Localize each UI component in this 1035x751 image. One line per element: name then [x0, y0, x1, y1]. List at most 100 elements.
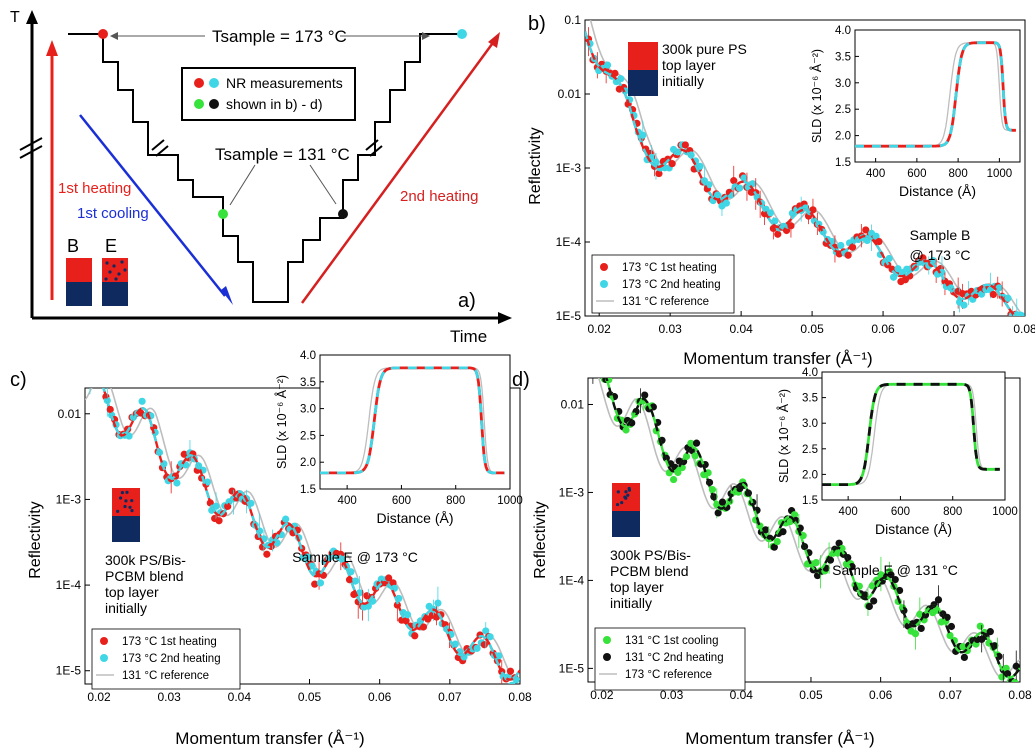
inset-x-label: Distance (Å): [899, 183, 976, 199]
y-tick-label: 0.01: [558, 87, 582, 101]
inset-x-tick-label: 800: [949, 168, 968, 180]
schematic-text: initially: [662, 73, 704, 89]
schematic-dot: [615, 502, 620, 507]
data-point-173-c-2nd-heating: [86, 380, 93, 387]
data-point-173-c-2nd-heating: [316, 579, 325, 587]
tsample-high-label: Tsample = 173 °C: [212, 27, 347, 46]
y-tick-label: 1E-5: [559, 661, 585, 675]
data-point-173-c-1st-heating: [263, 550, 271, 558]
x-tick-label: 0.02: [590, 688, 614, 702]
data-point-131-c-1st-cooling: [691, 452, 699, 460]
data-point-131-c-1st-cooling: [812, 559, 820, 567]
legend-box: [594, 627, 746, 691]
legend-dot-cyan: [209, 78, 219, 88]
y-tick-label: 1E-5: [556, 309, 582, 323]
chart-panel-3: 0.02 0.03 0.04 0.05 0.06 0.07 0.08 1E-5 1E-4 1E-3…: [512, 356, 1032, 748]
data-point-173-c-2nd-heating: [125, 432, 133, 440]
legend-line2: shown in b) - d): [226, 96, 322, 112]
data-point-131-c-2nd-heating: [718, 498, 727, 506]
inset-x-label: Distance (Å): [376, 510, 453, 526]
legend-marker: [603, 653, 611, 661]
data-point-173-c-2nd-heating: [872, 232, 880, 240]
time-axis-label: Time: [450, 327, 487, 346]
x-axis-label: Momentum transfer (Å⁻¹): [175, 729, 364, 748]
data-point-173-c-2nd-heating: [837, 241, 845, 250]
data-point-131-c-2nd-heating: [861, 591, 869, 599]
schematic-text: initially: [610, 595, 652, 611]
schematic-dot: [624, 490, 628, 494]
inset-x-tick-label: 400: [338, 495, 357, 507]
data-point-173-c-2nd-heating: [99, 375, 106, 382]
panel-label: c): [10, 369, 27, 391]
data-point-131-c-2nd-heating: [714, 509, 722, 517]
x-tick-label: 0.02: [87, 690, 111, 704]
data-point-173-c-2nd-heating: [473, 644, 481, 652]
schematic-dot: [116, 509, 120, 513]
data-point-173-c-2nd-heating: [173, 479, 181, 487]
data-point-173-c-2nd-heating: [91, 375, 98, 382]
sample-text: Sample E @ 131 °C: [832, 562, 958, 578]
sample-e-label: E: [105, 236, 117, 256]
data-point-131-c-2nd-heating: [779, 528, 787, 536]
y-tick-label: 1E-4: [56, 578, 82, 592]
legend-dot-green: [194, 99, 204, 109]
y-axis-label: Reflectivity: [532, 501, 549, 578]
data-point-173-c-2nd-heating: [713, 191, 722, 199]
data-point-173-c-2nd-heating: [863, 236, 871, 245]
arrowhead: [46, 40, 58, 56]
profile-break-left: [151, 139, 169, 157]
data-point-131-c-2nd-heating: [891, 575, 899, 584]
x-tick-label: 0.03: [658, 322, 682, 336]
t-axis-arrow: [26, 10, 38, 24]
x-tick-label: 0.03: [158, 690, 182, 704]
charts: 0.02 0.03 0.04 0.05 0.06 0.07 0.08 1E-5 1E-4 1E-3…: [10, 13, 1035, 748]
arrowhead: [488, 32, 500, 48]
sample-text: Sample B: [910, 227, 971, 243]
legend-entry: 173 °C reference: [625, 669, 712, 681]
schematic-dot: [616, 490, 620, 494]
data-point-173-c-1st-heating: [411, 632, 419, 640]
data-point-173-c-2nd-heating: [403, 611, 412, 619]
chart-panel-1: 0.02 0.03 0.04 0.05 0.06 0.07 0.08 1E-5 1E-4 1E-3…: [527, 13, 1035, 368]
schematic-top-layer: [628, 42, 658, 70]
inset-x-tick-label: 800: [446, 495, 465, 507]
x-tick-label: 0.06: [871, 322, 895, 336]
data-point-131-c-2nd-heating: [895, 586, 904, 595]
data-point-173-c-2nd-heating: [603, 61, 612, 69]
panel-label: b): [528, 13, 546, 35]
schematic-dot: [626, 493, 630, 497]
inset-x-tick-label: 1000: [987, 168, 1013, 180]
sample-b-label: B: [67, 236, 79, 256]
data-point-131-c-2nd-heating: [692, 439, 701, 447]
schematic-dot: [124, 499, 128, 503]
legend-box: [591, 254, 735, 314]
data-point-131-c-1st-cooling: [588, 361, 595, 368]
x-axis-label: Momentum transfer (Å⁻¹): [685, 729, 874, 748]
inset-x-tick-label: 600: [891, 506, 910, 518]
schematic-text: 300k PS/Bis-: [610, 547, 691, 563]
data-point-173-c-2nd-heating: [212, 502, 220, 510]
plot-frame: [587, 377, 1021, 683]
data-point-173-c-2nd-heating: [434, 599, 442, 607]
t-axis-label: T: [10, 9, 20, 26]
data-point-131-c-1st-cooling: [868, 582, 876, 590]
x-tick-label: 0.08: [1013, 322, 1035, 336]
y-tick-label: 0.1: [564, 13, 581, 27]
y-axis-label: Reflectivity: [27, 501, 44, 578]
legend-dot-black: [209, 99, 219, 109]
data-point-173-c-1st-heating: [668, 160, 676, 168]
data-point-173-c-2nd-heating: [960, 301, 968, 309]
schematic-dot: [118, 496, 123, 500]
data-point-131-c-1st-cooling: [773, 537, 781, 546]
x-tick-label: 0.04: [729, 322, 753, 336]
data-point-131-c-2nd-heating: [598, 356, 605, 363]
x-tick-label: 0.07: [438, 690, 462, 704]
data-point-131-c-1st-cooling: [998, 673, 1006, 681]
data-point-131-c-2nd-heating: [947, 622, 956, 631]
schematic-text: top layer: [105, 584, 159, 600]
legend-marker: [600, 280, 608, 288]
data-point-131-c-2nd-heating: [960, 653, 968, 662]
plot-area: [85, 375, 520, 684]
legend-entry: 131 °C reference: [122, 670, 209, 682]
inset-y-tick-label: 1.5: [300, 484, 316, 496]
